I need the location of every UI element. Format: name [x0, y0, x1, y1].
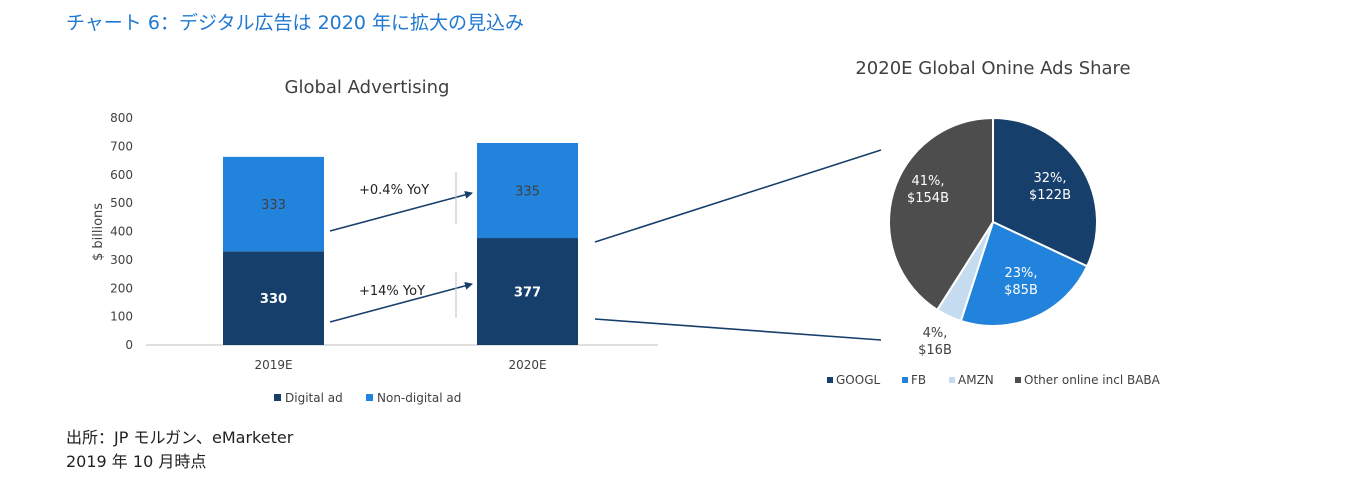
legend-label: FB	[911, 373, 926, 387]
legend-label: GOOGL	[836, 373, 880, 387]
legend-label: Digital ad	[285, 391, 343, 405]
y-tick-label: 400	[110, 225, 133, 239]
bar-digital-ad	[223, 251, 324, 345]
x-tick-label: 2020E	[508, 358, 546, 372]
pie-slice-googl	[992, 116, 1098, 268]
y-tick-label: 200	[110, 281, 133, 295]
bar-chart: Global Advertising 0 100 200 300 400 500 600 700…	[91, 77, 882, 405]
bar-chart-title: Global Advertising	[285, 77, 450, 98]
y-tick-label: 300	[110, 253, 133, 267]
legend-swatch	[827, 377, 833, 383]
y-tick-label: 500	[110, 196, 133, 210]
bar-data-label: 377	[514, 286, 541, 301]
pie-slice-fb	[959, 220, 1089, 327]
yoy-annotation-digital: +14% YoY	[359, 284, 425, 299]
pie-label-percent: 4%,	[923, 326, 948, 341]
y-tick-label: 800	[110, 111, 133, 125]
as-of-line: 2019 年 10 月時点	[66, 452, 207, 471]
source-note: 出所：JP モルガン、eMarketer 2019 年 10 月時点	[66, 426, 293, 474]
y-tick-label: 600	[110, 168, 133, 182]
x-tick-label: 2019E	[254, 358, 292, 372]
yoy-arrow	[329, 190, 473, 232]
legend-swatch	[949, 377, 955, 383]
bar-digital-ad	[477, 238, 578, 345]
yoy-arrow	[329, 281, 473, 323]
pie-label-percent: 23%,	[1004, 266, 1037, 281]
page-title: チャート 6：デジタル広告は 2020 年に拡大の見込み	[66, 12, 524, 34]
legend-swatch	[366, 394, 373, 401]
legend-swatch	[1015, 377, 1021, 383]
y-tick-label: 700	[110, 139, 133, 153]
pie-label-percent: 41%,	[911, 174, 944, 189]
pie-label-value: $85B	[1004, 283, 1038, 298]
yoy-annotation-non-digital: +0.4% YoY	[359, 183, 429, 198]
pie-label-value: $16B	[918, 343, 952, 358]
pie-label-percent: 32%,	[1033, 171, 1066, 186]
pie-chart: 2020E Global Onine Ads Share 32%, $122B 23%…	[827, 58, 1161, 387]
connector-line-bottom	[594, 318, 882, 341]
bar-non-digital-ad	[477, 142, 578, 239]
pie-chart-title: 2020E Global Onine Ads Share	[855, 58, 1130, 79]
bar-data-label: 335	[515, 184, 540, 199]
bar-data-label: 333	[261, 198, 286, 213]
y-tick-label: 100	[110, 310, 133, 324]
legend-label: AMZN	[958, 373, 994, 387]
bar-data-label: 330	[260, 292, 287, 307]
y-axis-label: $ billions	[91, 203, 106, 261]
legend-label: Other online incl BABA	[1024, 373, 1161, 387]
pie-label-value: $122B	[1029, 188, 1071, 203]
connector-line-top	[594, 149, 882, 243]
pie-slice-other	[888, 116, 994, 312]
bar-non-digital-ad	[223, 156, 324, 252]
legend-swatch	[274, 394, 281, 401]
legend-swatch	[902, 377, 908, 383]
y-tick-label: 0	[125, 338, 133, 352]
pie-label-value: $154B	[907, 191, 949, 206]
source-line: 出所：JP モルガン、eMarketer	[66, 428, 294, 447]
legend-label: Non-digital ad	[377, 391, 461, 405]
